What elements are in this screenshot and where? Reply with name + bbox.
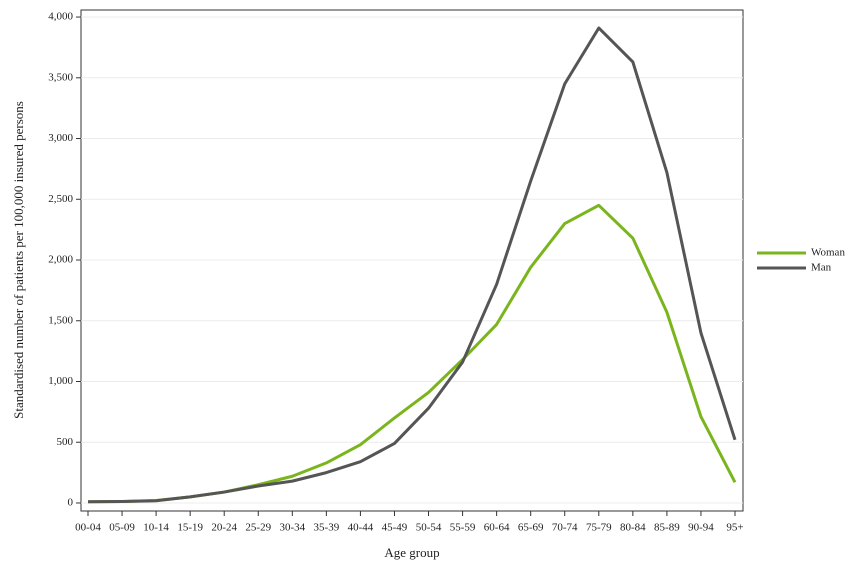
y-tick-label: 1,500 xyxy=(48,314,73,326)
legend-label: Man xyxy=(811,262,832,274)
y-tick-label: 4,000 xyxy=(48,11,73,23)
x-axis-title: Age group xyxy=(384,545,439,560)
x-tick-label: 20-24 xyxy=(211,522,237,534)
y-tick-label: 0 xyxy=(68,497,74,509)
x-tick-label: 50-54 xyxy=(416,522,442,534)
x-tick-label: 85-89 xyxy=(654,522,680,534)
x-tick-label: 80-84 xyxy=(620,522,646,534)
x-tick-label: 90-94 xyxy=(688,522,714,534)
x-tick-label: 15-19 xyxy=(177,522,203,534)
x-tick-label: 95+ xyxy=(726,522,743,534)
line-series xyxy=(87,26,737,504)
x-tick-label: 00-04 xyxy=(75,522,101,534)
y-tick-label: 2,500 xyxy=(48,193,73,205)
y-axis-title: Standardised number of patients per 100,… xyxy=(11,101,26,419)
x-tick-label: 10-14 xyxy=(143,522,169,534)
x-tick-label: 70-74 xyxy=(552,522,578,534)
y-tick-label: 2,000 xyxy=(48,254,73,266)
x-tick-label: 30-34 xyxy=(279,522,305,534)
x-tick-label: 45-49 xyxy=(382,522,408,534)
x-tick-label: 40-44 xyxy=(348,522,374,534)
x-tick-label: 05-09 xyxy=(109,522,135,534)
y-tick-label: 3,000 xyxy=(48,132,73,144)
x-tick-label: 25-29 xyxy=(245,522,271,534)
y-tick-label: 1,000 xyxy=(48,375,73,387)
x-tick-label: 60-64 xyxy=(484,522,510,534)
line-series xyxy=(87,203,737,504)
x-tick-label: 55-59 xyxy=(450,522,476,534)
x-tick-label: 65-69 xyxy=(518,522,544,534)
x-tick-label: 75-79 xyxy=(586,522,612,534)
y-tick-label: 3,500 xyxy=(48,71,73,83)
x-tick-label: 35-39 xyxy=(314,522,340,534)
legend-label: Woman xyxy=(811,247,845,259)
y-tick-label: 500 xyxy=(57,436,74,448)
